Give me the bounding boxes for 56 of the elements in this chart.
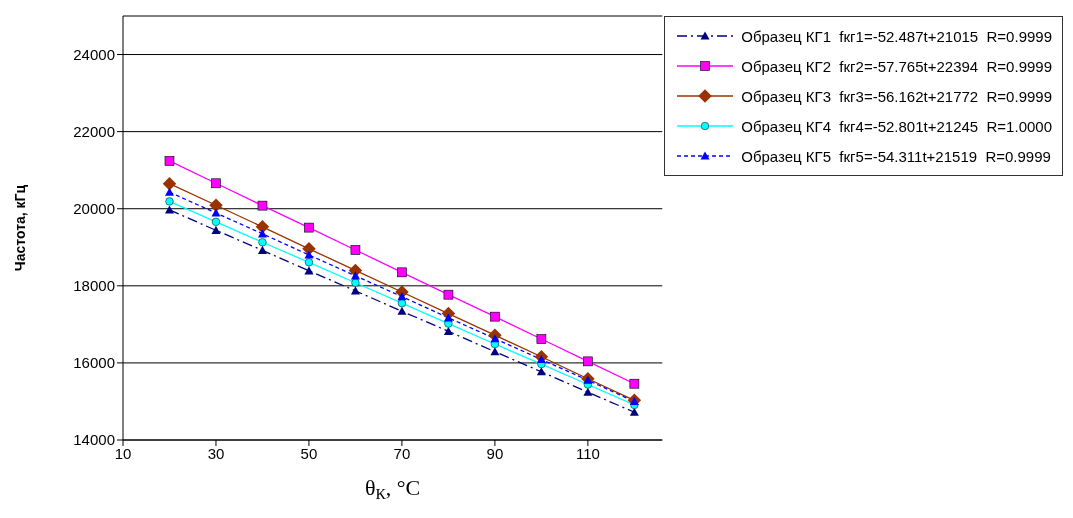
point	[350, 245, 361, 255]
legend-label: Образец КГ2 fкг2=-57.765t+22394 R=0.9999	[741, 57, 1052, 75]
point	[536, 354, 546, 364]
legend-label: Образец КГ5 fкг5=-54.311t+21519 R=0.9999	[741, 147, 1051, 165]
point	[490, 334, 500, 343]
x-tick-label: 110	[575, 444, 600, 462]
point	[304, 266, 314, 275]
point	[211, 178, 221, 189]
y-tick-label: 16000	[73, 354, 115, 372]
point	[397, 306, 407, 315]
point	[257, 229, 267, 238]
point	[164, 187, 174, 196]
point	[397, 299, 406, 308]
legend-label: Образец КГ1 fкг1=-52.487t+21015 R=0.9999	[741, 27, 1052, 45]
point	[164, 156, 175, 166]
x-tick-label: 70	[393, 444, 411, 462]
point	[583, 356, 593, 367]
point	[304, 258, 314, 267]
point	[209, 198, 223, 213]
legend-label: Образец КГ4 fкг4=-52.801t+21245 R=1.0000	[741, 117, 1052, 135]
y-tick-label: 18000	[73, 277, 115, 295]
point	[257, 245, 267, 254]
x-tick-label: 10	[114, 444, 132, 462]
point	[443, 289, 454, 300]
point	[351, 278, 360, 287]
point	[211, 225, 221, 234]
point	[443, 326, 453, 335]
point	[211, 217, 221, 226]
y-tick-label: 14000	[73, 431, 115, 449]
y-tick-label: 20000	[73, 200, 115, 218]
point	[490, 311, 500, 322]
legend-label: Образец КГ3 fкг3=-56.162t+21772 R=0.9999	[741, 87, 1052, 105]
y-tick-label: 22000	[73, 122, 115, 140]
point	[257, 200, 268, 211]
point	[162, 176, 177, 191]
point	[536, 334, 547, 344]
x-axis-title: θ$_{К}$, °C	[364, 475, 421, 502]
x-tick-label: 30	[207, 444, 225, 462]
point	[629, 407, 639, 416]
point	[490, 347, 500, 356]
x-tick-label: 90	[486, 444, 504, 462]
point	[350, 271, 360, 280]
point	[443, 313, 453, 322]
y-tick-label: 24000	[73, 45, 115, 63]
point	[629, 378, 640, 389]
point	[583, 375, 593, 384]
point	[258, 238, 267, 247]
point	[397, 292, 407, 301]
point	[304, 222, 314, 233]
point	[211, 208, 221, 217]
point	[165, 197, 174, 206]
point	[583, 387, 593, 396]
x-tick-label: 50	[300, 444, 318, 462]
point	[304, 250, 314, 259]
point	[397, 267, 407, 278]
y-axis-title: Частота, кГц	[11, 184, 28, 272]
